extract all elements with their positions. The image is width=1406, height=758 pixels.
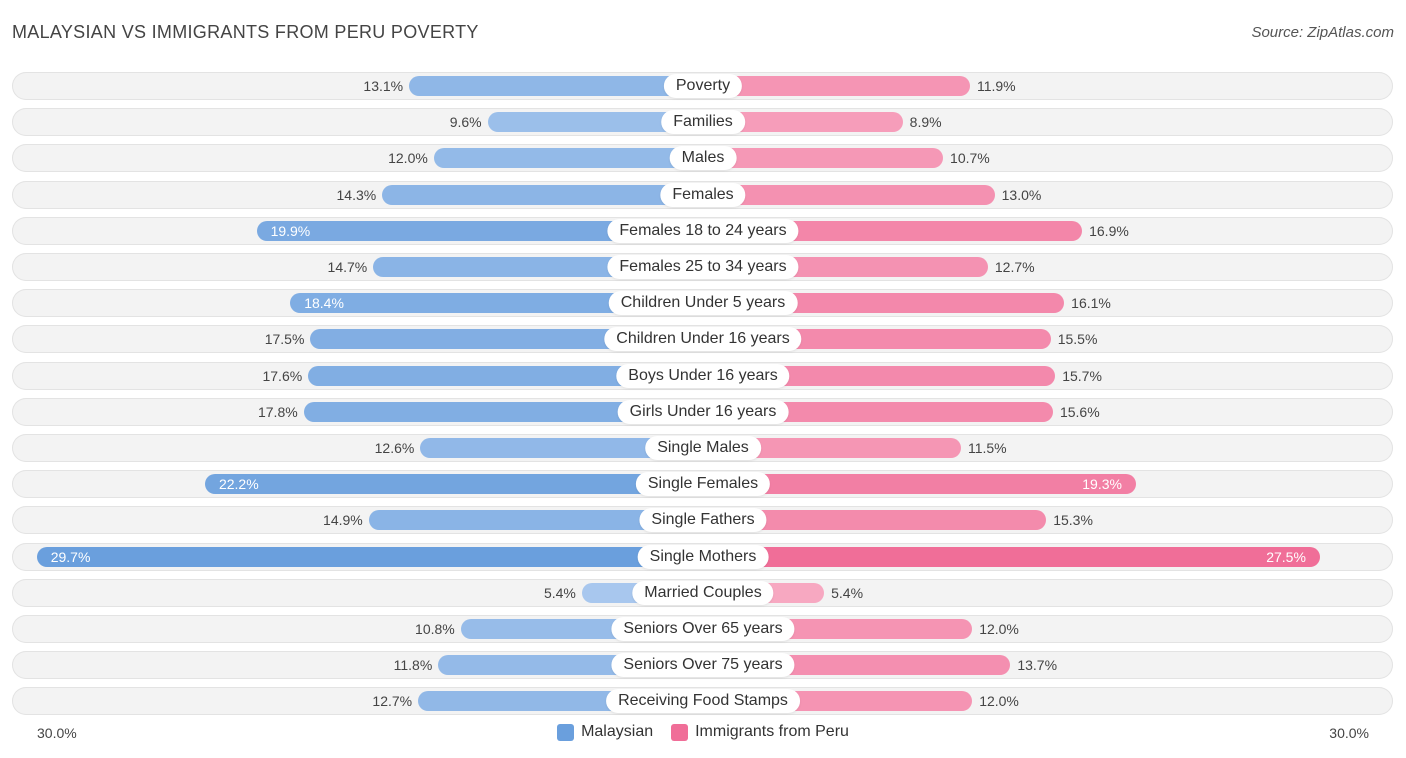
bar-immigrants-from-peru[interactable] <box>703 148 944 169</box>
bar-malaysian[interactable] <box>382 184 703 205</box>
category-label: Children Under 16 years <box>604 327 802 352</box>
legend-item-malaysian[interactable]: Malaysian <box>557 723 653 741</box>
value-label-malaysian: 9.6% <box>449 114 482 131</box>
bar-immigrants-from-peru[interactable] <box>703 546 1320 567</box>
legend-swatch-malaysian <box>557 723 575 741</box>
value-label-immigrants-from-peru: 11.9% <box>976 78 1016 94</box>
category-label: Single Mothers <box>637 544 769 569</box>
value-label-immigrants-from-peru: 5.4% <box>831 584 864 601</box>
legend-label-malaysian: Malaysian <box>581 723 654 740</box>
bar-immigrants-from-peru[interactable] <box>703 220 1083 241</box>
category-label: Receiving Food Stamps <box>606 689 800 714</box>
axis-min-label: 30.0% <box>37 725 77 741</box>
bar-malaysian[interactable] <box>409 76 703 96</box>
value-label-immigrants-from-peru: 27.5% <box>1266 548 1306 565</box>
bar-immigrants-from-peru[interactable] <box>703 401 1053 422</box>
category-label: Girls Under 16 years <box>617 399 789 424</box>
category-label: Children Under 5 years <box>608 291 798 316</box>
value-label-malaysian: 17.5% <box>264 331 305 348</box>
value-label-immigrants-from-peru: 12.7% <box>994 259 1035 275</box>
value-label-immigrants-from-peru: 12.0% <box>979 621 1019 637</box>
value-label-malaysian: 14.9% <box>323 512 363 529</box>
value-label-malaysian: 10.8% <box>415 621 455 637</box>
bar-immigrants-from-peru[interactable] <box>703 76 970 96</box>
value-label-immigrants-from-peru: 15.7% <box>1062 367 1102 384</box>
bar-malaysian[interactable] <box>433 148 703 169</box>
value-label-immigrants-from-peru: 12.0% <box>979 693 1019 710</box>
category-label: Females 18 to 24 years <box>607 218 799 243</box>
bar-malaysian[interactable] <box>256 220 703 241</box>
category-label: Single Fathers <box>639 508 767 533</box>
axis-max-label: 30.0% <box>1329 725 1369 741</box>
legend-item-peru[interactable]: Immigrants from Peru <box>671 723 849 741</box>
value-label-immigrants-from-peru: 16.1% <box>1071 295 1111 312</box>
value-label-malaysian: 12.7% <box>372 693 413 710</box>
bar-malaysian[interactable] <box>487 112 703 133</box>
value-label-immigrants-from-peru: 15.5% <box>1057 331 1098 348</box>
bar-malaysian[interactable] <box>308 365 703 386</box>
value-label-immigrants-from-peru: 15.6% <box>1059 403 1100 420</box>
bar-malaysian[interactable] <box>290 293 703 314</box>
value-label-immigrants-from-peru: 19.3% <box>1082 476 1122 493</box>
bar-malaysian[interactable] <box>204 474 703 495</box>
source-credit: Source: ZipAtlas.com <box>1251 24 1394 41</box>
category-label: Single Females <box>635 472 771 497</box>
category-label: Single Males <box>645 436 761 460</box>
value-label-immigrants-from-peru: 16.9% <box>1089 222 1129 239</box>
value-label-immigrants-from-peru: 8.9% <box>909 114 942 131</box>
category-label: Males <box>669 146 737 171</box>
bar-immigrants-from-peru[interactable] <box>703 112 903 133</box>
value-label-malaysian: 12.0% <box>388 150 428 167</box>
chart-title: MALAYSIAN VS IMMIGRANTS FROM PERU POVERT… <box>12 22 479 42</box>
category-label: Married Couples <box>632 580 774 605</box>
value-label-malaysian: 19.9% <box>270 222 311 239</box>
value-label-malaysian: 14.7% <box>327 259 368 275</box>
bar-immigrants-from-peru[interactable] <box>703 365 1056 386</box>
category-label: Females 25 to 34 years <box>607 255 799 279</box>
legend: Malaysian Immigrants from Peru <box>0 723 1406 741</box>
value-label-immigrants-from-peru: 15.3% <box>1053 512 1093 529</box>
value-label-malaysian: 18.4% <box>304 295 344 312</box>
category-label: Seniors Over 65 years <box>611 617 795 641</box>
bar-immigrants-from-peru[interactable] <box>703 438 961 458</box>
category-label: Seniors Over 75 years <box>611 653 795 678</box>
bar-immigrants-from-peru[interactable] <box>703 184 995 205</box>
value-label-malaysian: 17.8% <box>257 403 298 420</box>
bar-malaysian[interactable] <box>303 401 703 422</box>
category-label: Females <box>660 182 746 207</box>
category-label: Families <box>661 110 745 135</box>
value-label-malaysian: 29.7% <box>50 548 91 565</box>
legend-label-peru: Immigrants from Peru <box>695 723 849 740</box>
value-label-malaysian: 17.6% <box>262 367 303 384</box>
legend-swatch-peru <box>671 723 689 741</box>
bar-immigrants-from-peru[interactable] <box>703 510 1047 531</box>
value-label-malaysian: 5.4% <box>543 584 576 601</box>
value-label-malaysian: 22.2% <box>218 476 259 493</box>
value-label-immigrants-from-peru: 10.7% <box>950 150 990 167</box>
value-label-immigrants-from-peru: 11.5% <box>967 440 1007 456</box>
bar-malaysian[interactable] <box>36 546 703 567</box>
bar-malaysian[interactable] <box>420 438 703 458</box>
category-label: Boys Under 16 years <box>616 363 790 388</box>
bar-immigrants-from-peru[interactable] <box>703 474 1136 495</box>
category-label: Poverty <box>663 74 743 98</box>
value-label-immigrants-from-peru: 13.7% <box>1017 657 1058 674</box>
value-label-immigrants-from-peru: 13.0% <box>1001 186 1042 203</box>
bar-malaysian[interactable] <box>368 510 703 531</box>
value-label-malaysian: 12.6% <box>374 440 415 456</box>
value-label-malaysian: 11.8% <box>393 657 433 674</box>
value-label-malaysian: 13.1% <box>363 78 404 94</box>
value-label-malaysian: 14.3% <box>336 186 377 203</box>
